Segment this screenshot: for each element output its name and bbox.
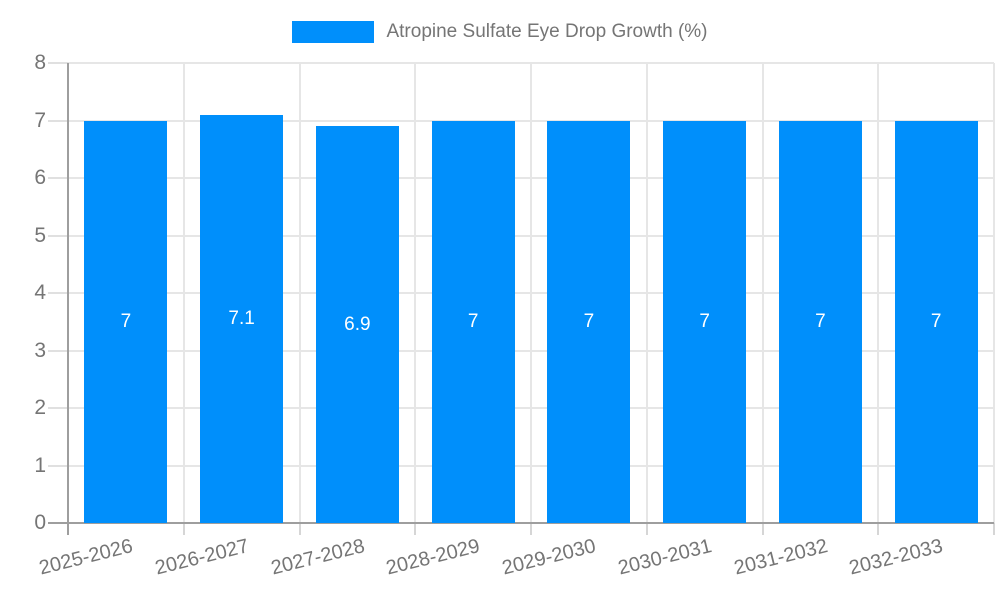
- bar-value-label: 7: [120, 310, 132, 332]
- y-tick: [48, 349, 68, 352]
- bar[interactable]: 6.9: [315, 126, 399, 523]
- x-tick: [298, 523, 301, 535]
- bar-value-label: 7.1: [228, 307, 255, 329]
- y-tick: [48, 119, 68, 122]
- bar-value-label: 7: [583, 310, 595, 332]
- x-axis-line: [48, 522, 994, 524]
- legend-item[interactable]: Atropine Sulfate Eye Drop Growth (%): [292, 21, 708, 43]
- x-tick: [877, 523, 880, 535]
- bar[interactable]: 7: [547, 120, 631, 523]
- y-axis-line: [67, 63, 69, 535]
- y-tick: [48, 407, 68, 409]
- bar[interactable]: 7: [894, 120, 978, 523]
- y-tick: [48, 464, 68, 467]
- legend-label: Atropine Sulfate Eye Drop Growth (%): [386, 21, 708, 42]
- x-axis-label: 2026-2027: [152, 535, 251, 580]
- y-axis-label: 5: [34, 223, 46, 247]
- gridline-v: [993, 63, 995, 523]
- bar[interactable]: 7: [84, 120, 168, 523]
- x-axis-label: 2027-2028: [268, 535, 367, 580]
- legend-swatch-icon: [292, 21, 375, 43]
- x-axis-label: 2030-2031: [615, 535, 714, 580]
- y-axis-label: 1: [34, 453, 46, 477]
- x-axis-label: 2029-2030: [500, 535, 599, 580]
- x-tick: [414, 523, 417, 535]
- gridline-v: [182, 63, 185, 523]
- bar-value-label: 7: [930, 310, 942, 332]
- gridline-v: [414, 63, 417, 523]
- bar[interactable]: 7: [663, 120, 747, 523]
- gridline-v: [298, 63, 301, 523]
- x-axis-label: 2032-2033: [847, 535, 946, 580]
- x-tick: [645, 523, 648, 535]
- x-axis-label: 2025-2026: [37, 535, 136, 580]
- y-axis-label: 0: [34, 511, 46, 534]
- y-axis-label: 2: [34, 396, 46, 419]
- bar-value-label: 7: [699, 310, 710, 332]
- x-axis-label: 2028-2029: [384, 535, 483, 580]
- gridline-v: [645, 63, 648, 523]
- x-tick: [182, 523, 185, 535]
- y-tick: [48, 62, 68, 64]
- x-tick: [530, 523, 532, 535]
- bar[interactable]: 7: [431, 120, 515, 523]
- gridline-v: [877, 63, 880, 523]
- bar[interactable]: 7: [778, 120, 862, 523]
- gridline-v: [530, 63, 532, 523]
- x-tick: [761, 523, 764, 535]
- bar[interactable]: 7.1: [200, 114, 284, 523]
- bar-value-label: 7: [815, 310, 826, 332]
- x-tick: [993, 523, 995, 535]
- bar-value-label: 7: [467, 310, 479, 332]
- y-axis-label: 8: [34, 51, 46, 74]
- y-axis-label: 6: [34, 166, 46, 189]
- gridline-v: [761, 63, 764, 523]
- y-axis-label: 7: [34, 108, 46, 132]
- x-axis-label: 2031-2032: [731, 535, 830, 580]
- y-tick: [48, 177, 68, 179]
- y-tick: [48, 234, 68, 237]
- bar-value-label: 6.9: [344, 313, 371, 335]
- chart-legend: Atropine Sulfate Eye Drop Growth (%): [0, 21, 1000, 43]
- y-tick: [48, 292, 68, 294]
- y-axis-label: 4: [34, 281, 46, 304]
- plot-area: 0 1 2 3 4 5 6 7 8 7 7.1 6.9 7 7 7 7 7 2025-2026 2026-2027 2…: [34, 51, 995, 579]
- y-axis-label: 3: [34, 338, 46, 362]
